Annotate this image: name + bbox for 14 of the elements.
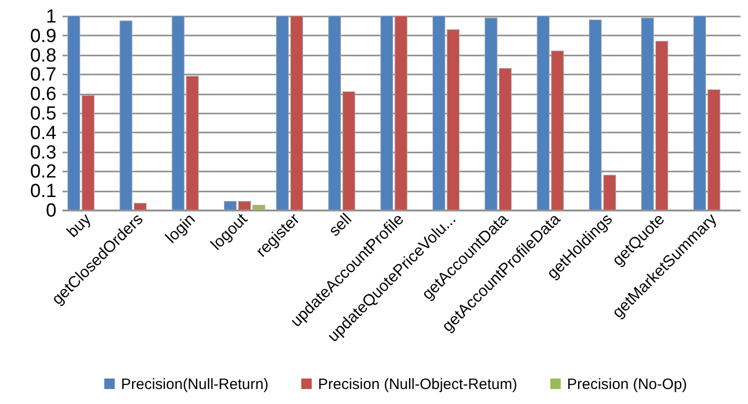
legend-label: Precision (Null-Object-Retum) [318,376,518,393]
y-tick-label: 0.7 [30,64,56,86]
y-tick-label: 0.4 [30,122,57,144]
y-tick-label: 0.2 [30,162,56,183]
legend-label: Precision(Null-Return) [121,376,269,393]
y-tick-label: 1 [46,6,56,28]
y-tick-label: 0.1 [30,181,56,202]
y-tick-label: 0.9 [30,26,56,47]
y-tick-label: 0.8 [30,45,56,66]
y-tick-label: 0.5 [30,104,56,124]
y-tick-label: 0.3 [30,142,56,164]
y-tick-label: 0.6 [30,84,56,106]
y-tick-label: 0 [46,200,56,222]
legend-label: Precision (No-Op) [567,376,688,393]
